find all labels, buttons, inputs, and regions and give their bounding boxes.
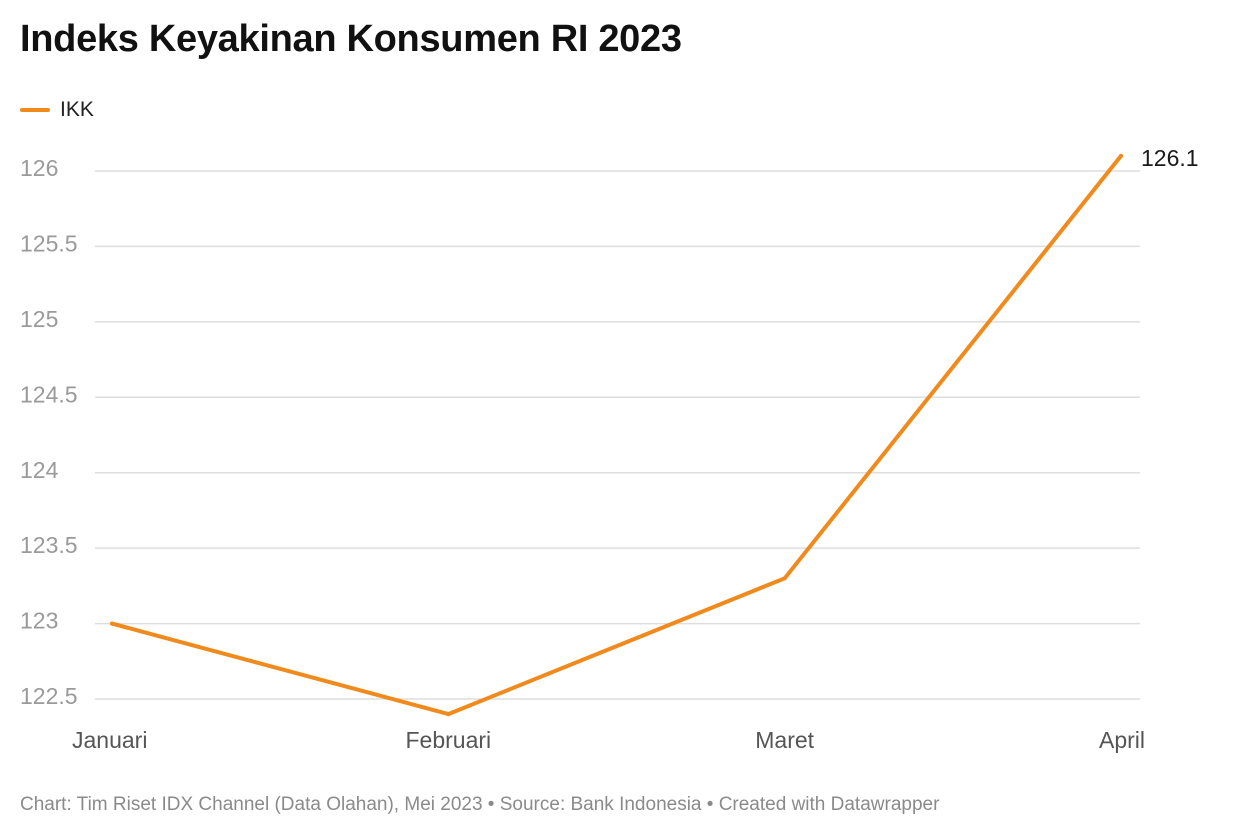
- chart-footer-credit: Chart: Tim Riset IDX Channel (Data Olaha…: [20, 794, 940, 815]
- x-category-label: Maret: [755, 727, 814, 753]
- line-chart: 122.5 123 123.5 124 124.5 125 125.5 126 Januari F…: [20, 145, 1199, 753]
- x-category-label: April: [1099, 727, 1145, 753]
- y-tick-label: 124.5: [20, 381, 78, 407]
- data-point: [446, 712, 451, 717]
- x-category-label: Januari: [72, 727, 147, 753]
- data-point: [782, 576, 787, 581]
- y-tick-label: 126: [20, 155, 58, 181]
- x-category-label: Februari: [406, 727, 492, 753]
- legend-label: IKK: [60, 98, 94, 121]
- y-tick-label: 123: [20, 608, 58, 634]
- y-tick-label: 124: [20, 457, 59, 483]
- data-point: [110, 621, 114, 626]
- series-line-ikk: [110, 153, 1123, 717]
- end-value-label: 126.1: [1141, 145, 1199, 171]
- y-tick-label: 122.5: [20, 683, 78, 709]
- legend: IKK: [20, 98, 94, 122]
- legend-swatch: [20, 108, 50, 112]
- chart-title: Indeks Keyakinan Konsumen RI 2023: [20, 18, 682, 60]
- y-tick-label: 125.5: [20, 231, 78, 257]
- y-tick-label: 125: [20, 306, 58, 332]
- y-tick-label: 123.5: [20, 532, 78, 558]
- data-point: [1119, 153, 1123, 158]
